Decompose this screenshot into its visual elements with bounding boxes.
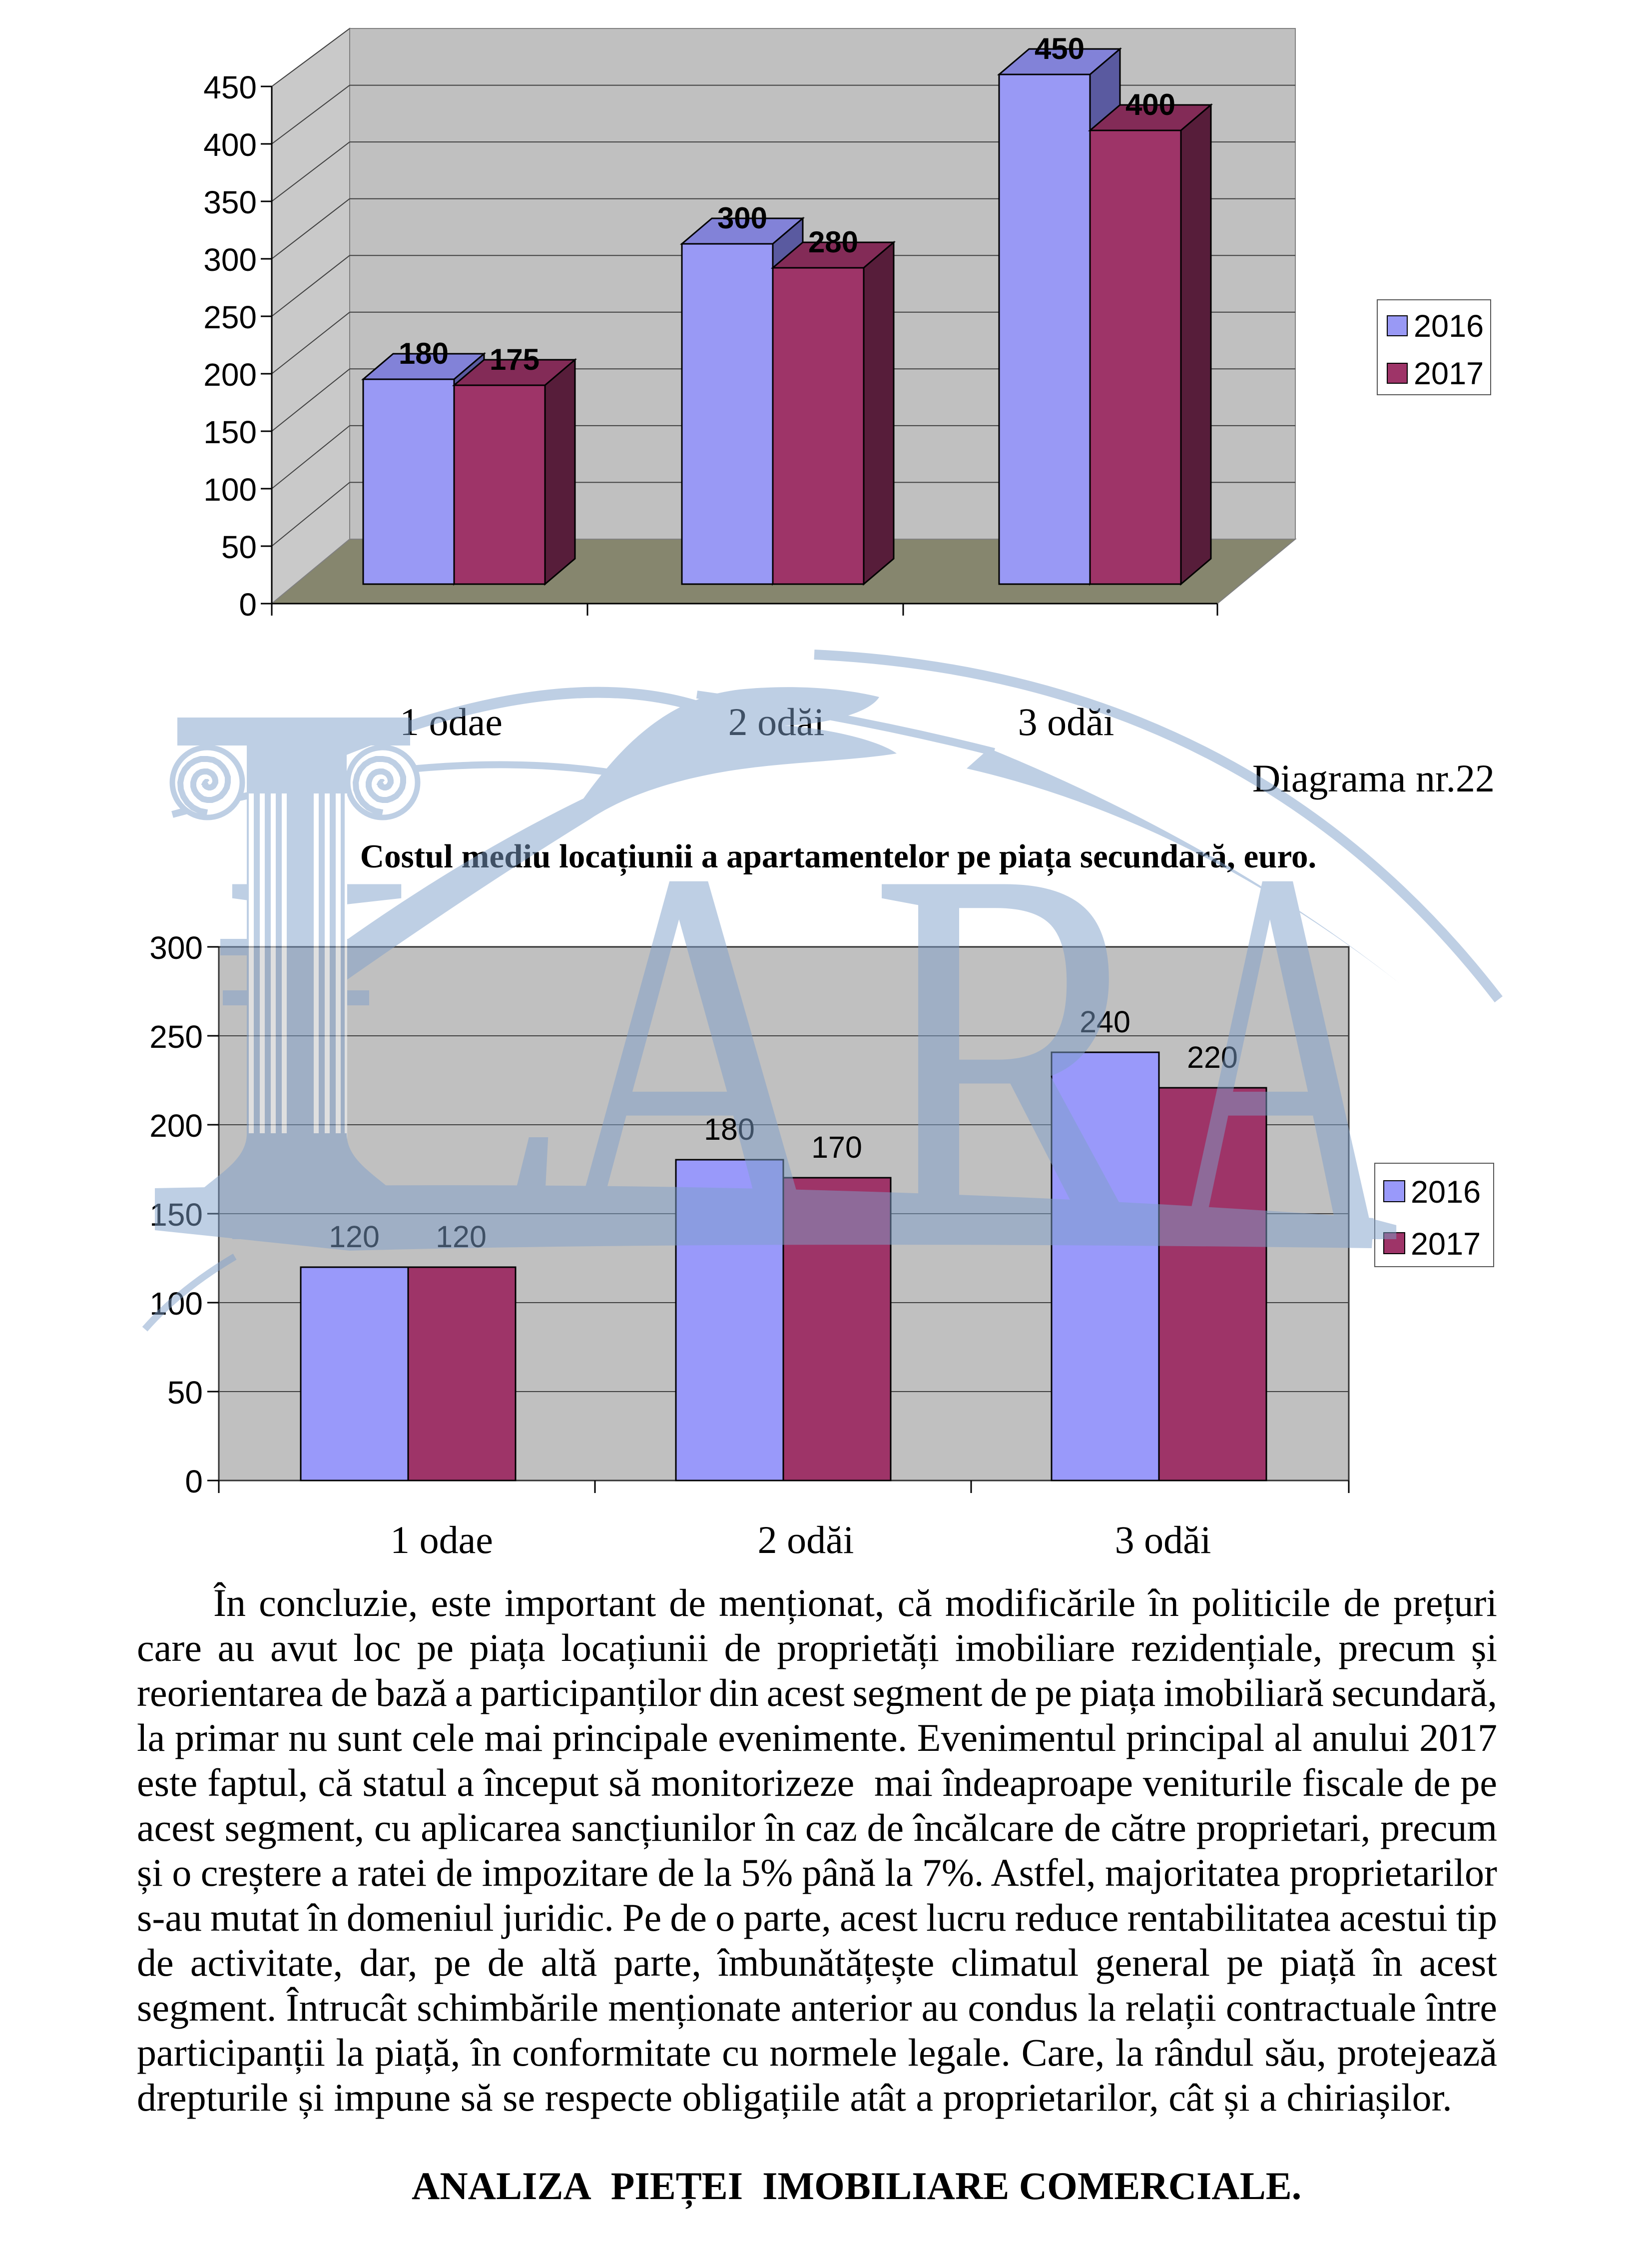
- svg-text:250: 250: [203, 299, 257, 335]
- svg-text:A: A: [542, 756, 842, 1357]
- svg-text:0: 0: [239, 587, 257, 623]
- svg-text:280: 280: [808, 225, 858, 259]
- svg-text:2 odăi: 2 odăi: [758, 1518, 854, 1561]
- svg-text:450: 450: [203, 69, 257, 105]
- svg-text:175: 175: [490, 343, 540, 376]
- svg-text:170: 170: [811, 1130, 862, 1164]
- svg-text:50: 50: [221, 529, 257, 565]
- svg-text:200: 200: [203, 357, 257, 393]
- svg-text:200: 200: [149, 1108, 203, 1144]
- svg-text:300: 300: [203, 242, 257, 278]
- svg-text:2017: 2017: [1414, 356, 1484, 391]
- svg-text:240: 240: [1080, 1005, 1130, 1039]
- svg-text:R: R: [869, 756, 1161, 1357]
- svg-text:50: 50: [167, 1375, 203, 1411]
- svg-text:180: 180: [399, 337, 449, 370]
- svg-text:1 odae: 1 odae: [390, 1518, 493, 1561]
- svg-text:100: 100: [203, 472, 257, 508]
- svg-text:400: 400: [203, 127, 257, 163]
- svg-text:450: 450: [1035, 32, 1085, 65]
- svg-text:400: 400: [1125, 88, 1175, 121]
- svg-text:0: 0: [185, 1464, 203, 1500]
- svg-text:300: 300: [717, 201, 767, 235]
- svg-text:300: 300: [149, 930, 203, 966]
- svg-text:250: 250: [149, 1019, 203, 1055]
- svg-text:2016: 2016: [1411, 1175, 1481, 1210]
- svg-text:3 odăi: 3 odăi: [1115, 1518, 1211, 1561]
- svg-text:A: A: [1161, 756, 1399, 1357]
- svg-text:Diagrama nr.22: Diagrama nr.22: [1252, 756, 1495, 800]
- svg-text:350: 350: [203, 184, 257, 220]
- svg-text:150: 150: [203, 414, 257, 450]
- svg-text:220: 220: [1187, 1040, 1238, 1074]
- svg-text:2017: 2017: [1411, 1227, 1481, 1262]
- svg-text:180: 180: [704, 1112, 755, 1146]
- svg-text:2016: 2016: [1414, 309, 1484, 344]
